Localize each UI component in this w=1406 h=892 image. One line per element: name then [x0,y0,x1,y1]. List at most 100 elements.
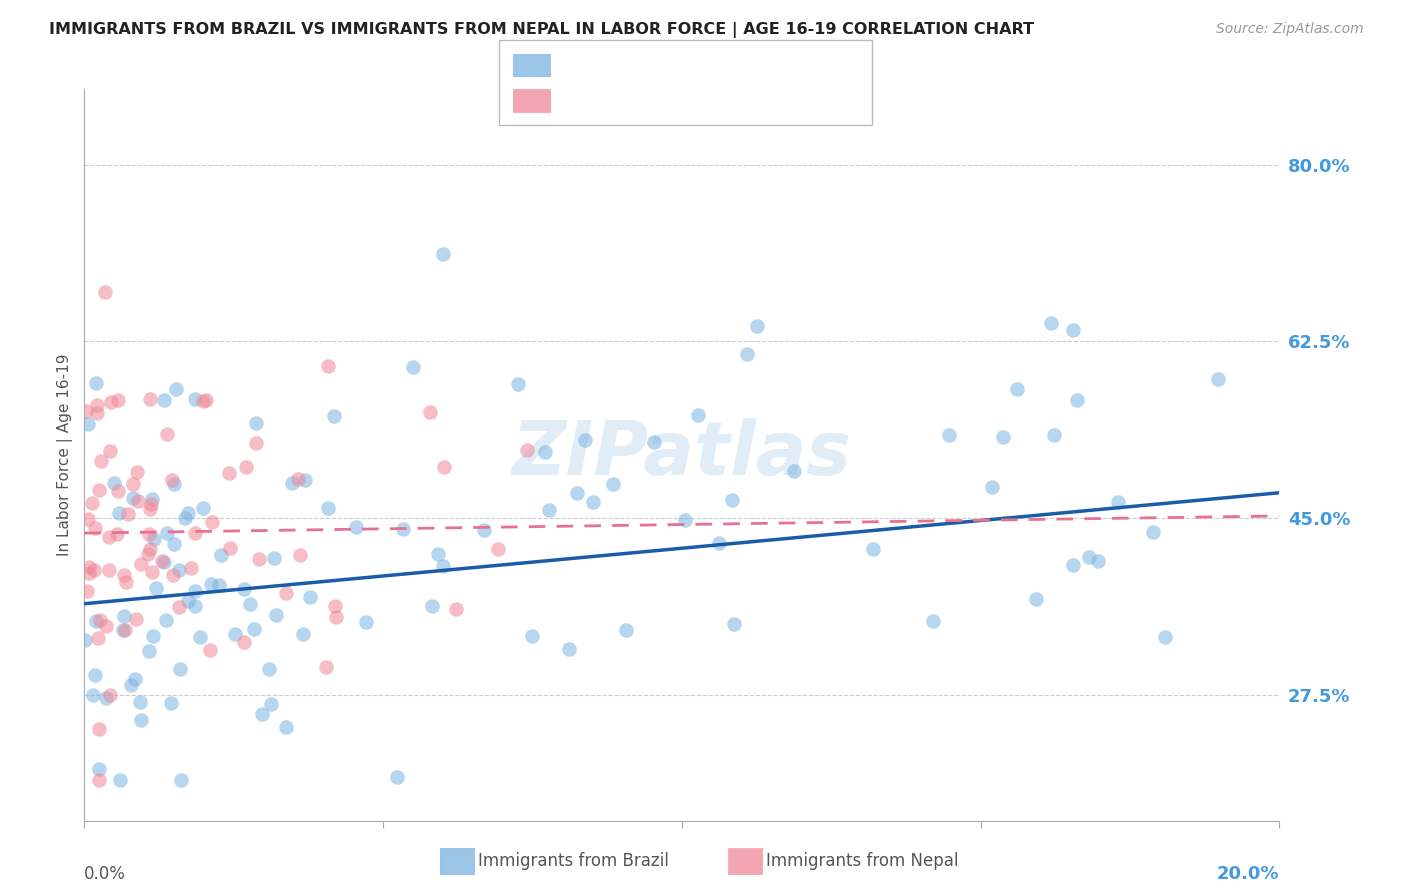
Text: R =: R = [555,88,586,106]
Point [433,459,456,474]
Y-axis label: In Labor Force | Age 16-19: In Labor Force | Age 16-19 [58,353,73,557]
Point [211,548,233,562]
Point [127,494,149,508]
Point [1062,323,1084,337]
Point [224,627,246,641]
Point [299,591,322,605]
Point [582,495,605,509]
Point [103,476,125,491]
Point [191,394,214,409]
Point [115,574,138,589]
Point [218,466,240,480]
Point [783,464,806,478]
Point [139,392,162,407]
Point [125,465,148,479]
Point [287,472,309,486]
Point [90,454,112,468]
Point [233,582,256,597]
Point [688,408,710,422]
Point [315,660,337,674]
Point [94,691,117,706]
Point [167,563,190,577]
Point [419,405,441,419]
Point [184,392,207,406]
Point [87,483,110,497]
Point [233,634,256,648]
Text: ZIPatlas: ZIPatlas [512,418,852,491]
Point [1078,550,1101,565]
Point [522,629,544,643]
Text: 0.031: 0.031 [605,88,657,106]
Point [444,602,467,616]
Point [112,608,135,623]
Point [921,615,943,629]
Point [290,548,312,562]
Point [402,359,425,374]
Point [76,512,98,526]
Point [114,623,136,637]
Point [89,613,111,627]
Point [184,584,207,599]
Point [163,537,186,551]
Text: Immigrants from Nepal: Immigrants from Nepal [766,852,959,870]
Point [141,497,163,511]
Point [98,563,121,577]
Point [156,526,179,541]
Point [938,427,960,442]
Point [163,477,186,491]
Point [169,662,191,676]
Point [120,678,142,692]
Point [191,500,214,515]
Point [165,383,187,397]
Point [100,444,122,458]
Point [87,631,110,645]
Point [139,542,162,557]
Point [87,762,110,776]
Point [112,568,135,582]
Point [177,506,200,520]
Point [354,615,377,629]
Point [385,770,408,784]
Point [136,547,159,561]
Point [105,527,128,541]
Point [84,376,107,390]
Point [245,417,267,431]
Point [344,520,367,534]
Point [1087,554,1109,568]
Point [862,541,884,556]
Point [1062,558,1084,572]
Point [125,612,148,626]
Point [720,492,742,507]
Point [420,599,443,613]
Point [153,392,176,407]
Point [533,444,555,458]
Point [160,473,183,487]
Point [391,522,413,536]
Point [122,477,145,491]
Point [117,507,139,521]
Point [1005,382,1028,396]
Point [245,435,267,450]
Point [110,773,132,788]
Point [1154,630,1177,644]
Point [263,550,285,565]
Point [1066,393,1088,408]
Text: N =: N = [686,88,717,106]
Point [174,511,197,525]
Point [188,630,211,644]
Point [276,720,298,734]
Text: N =: N = [686,53,717,70]
Point [141,491,163,506]
Point [274,586,297,600]
Point [180,561,202,575]
Text: Source: ZipAtlas.com: Source: ZipAtlas.com [1216,22,1364,37]
Point [107,506,129,520]
Point [76,583,98,598]
Point [280,475,302,490]
Point [150,554,173,568]
Point [747,318,769,333]
Point [183,526,205,541]
Point [107,484,129,499]
Point [294,473,316,487]
Point [145,581,167,595]
